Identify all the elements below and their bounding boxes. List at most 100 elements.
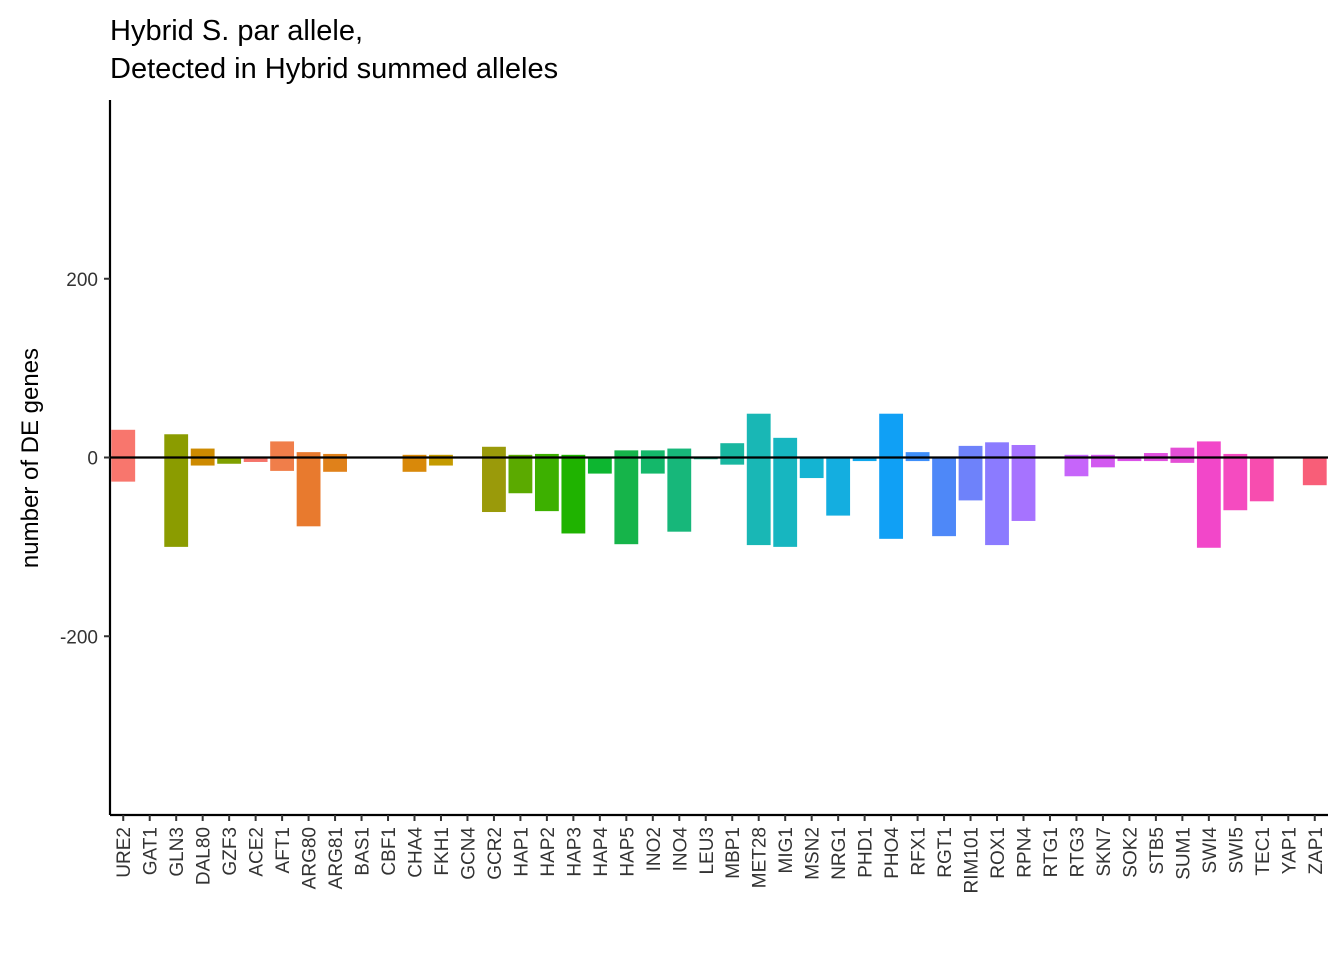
x-tick-label-hap4: HAP4 [591,827,612,877]
bar-up-ure2 [111,429,136,458]
bar-down-sok2 [1117,457,1142,462]
x-tick-label-arg81: ARG81 [326,827,347,889]
x-tick-label-met28: MET28 [750,827,771,888]
x-tick-label-arg80: ARG80 [300,827,321,889]
x-tick-label-nrg1: NRG1 [829,827,850,880]
bar-up-fkh1 [429,454,453,458]
bar-down-sum1 [1170,457,1195,463]
bar-up-gln3 [164,434,189,458]
x-tick-label-bas1: BAS1 [353,827,374,876]
bars-group [111,413,1327,548]
bar-up-ino2 [640,450,665,458]
bar-down-pho4 [879,457,904,539]
x-tick-label-mbp1: MBP1 [723,827,744,879]
x-tick-label-aft1: AFT1 [273,827,294,873]
bar-up-skn7 [1091,454,1115,458]
bar-up-mbp1 [720,443,745,458]
bar-up-gcr2 [482,446,506,458]
x-tick-label-skn7: SKN7 [1094,827,1115,877]
x-tick-label-rtg3: RTG3 [1067,827,1088,877]
bar-up-swi5 [1223,453,1248,458]
x-tick-label-dal80: DAL80 [194,827,215,885]
bar-down-ace2 [243,457,268,462]
x-tick-label-rpn4: RPN4 [1015,827,1036,878]
bar-down-rox1 [985,457,1009,546]
x-tick-label-ino2: INO2 [644,827,665,871]
x-tick-label-fkh1: FKH1 [432,827,453,876]
bar-down-tec1 [1249,457,1274,502]
bar-down-hap4 [587,457,612,474]
bar-up-rtg3 [1064,454,1089,458]
bar-down-hap1 [508,457,533,494]
x-tick-label-rtg1: RTG1 [1041,827,1062,877]
bar-up-pho4 [879,413,904,458]
x-tick-label-gat1: GAT1 [141,827,162,875]
chart-title-line-2: Detected in Hybrid summed alleles [110,53,558,85]
bar-up-dal80 [190,448,215,458]
x-tick-label-hap2: HAP2 [538,827,559,877]
y-axis-label: number of DE genes [17,348,44,568]
bar-up-hap1 [508,454,533,458]
x-axis: URE2 GAT1 GLN3 DAL80 GZF3 ACE2 AFT1 ARG80 ARG81 B… [110,813,1328,894]
x-tick-label-leu3: LEU3 [697,827,718,875]
bar-up-rox1 [985,442,1009,458]
x-tick-label-pho4: PHO4 [882,827,903,879]
bar-up-mig1 [773,437,798,458]
x-tick-label-hap3: HAP3 [564,827,585,877]
x-tick-label-gcr2: GCR2 [485,827,506,880]
bar-down-cha4 [402,457,427,472]
bar-up-ino4 [667,448,692,458]
x-tick-label-zap1: ZAP1 [1306,827,1327,875]
y-tick-label: -200 [60,627,98,648]
bar-down-mig1 [773,457,798,547]
x-tick-label-cha4: CHA4 [406,827,427,878]
x-tick-label-ure2: URE2 [114,827,135,878]
bar-up-arg81 [323,453,347,458]
x-tick-label-sok2: SOK2 [1120,827,1141,878]
bar-down-ino4 [667,457,692,532]
x-tick-label-mig1: MIG1 [776,827,797,873]
bar-down-ino2 [640,457,665,474]
bar-up-arg80 [296,452,321,458]
x-tick-label-yap1: YAP1 [1279,827,1300,874]
bar-down-rpn4 [1011,457,1036,521]
bar-up-stb5 [1143,453,1168,458]
bar-down-phd1 [852,457,877,462]
bar-up-cha4 [402,454,427,458]
x-tick-label-rfx1: RFX1 [909,827,930,876]
x-tick-label-gzf3: GZF3 [220,827,241,876]
bar-up-aft1 [270,441,295,458]
bar-down-fkh1 [429,457,453,466]
x-tick-label-hap1: HAP1 [511,827,532,877]
bar-up-hap2 [534,453,559,458]
bar-down-arg80 [296,457,321,527]
bar-down-mbp1 [720,457,745,465]
x-tick-label-stb5: STB5 [1147,827,1168,875]
bar-up-rfx1 [905,452,930,458]
bar-down-swi4 [1196,457,1221,548]
bar-down-gln3 [164,457,189,547]
bar-down-zap1 [1302,457,1327,486]
bar-down-swi5 [1223,457,1248,511]
bar-down-ure2 [111,457,136,482]
bar-up-hap5 [614,450,639,458]
bar-down-aft1 [270,457,295,471]
y-tick-label: 200 [66,270,98,291]
bar-down-nrg1 [826,457,851,516]
x-tick-label-msn2: MSN2 [803,827,824,880]
x-tick-label-rox1: ROX1 [988,827,1009,879]
bar-up-met28 [746,413,771,458]
bar-down-dal80 [190,457,215,466]
y-axis: 200 0 -200 [60,100,112,815]
bar-down-msn2 [799,457,824,479]
bar-up-sum1 [1170,447,1195,458]
bar-up-rpn4 [1011,444,1036,458]
bar-down-stb5 [1143,457,1168,462]
bar-down-met28 [746,457,771,546]
bar-down-hap3 [561,457,586,534]
bar-up-hap3 [561,454,586,458]
chart-title-line-1: Hybrid S. par allele, [110,15,363,47]
x-tick-label-rim101: RIM101 [962,827,983,894]
x-tick-label-ace2: ACE2 [247,827,268,877]
